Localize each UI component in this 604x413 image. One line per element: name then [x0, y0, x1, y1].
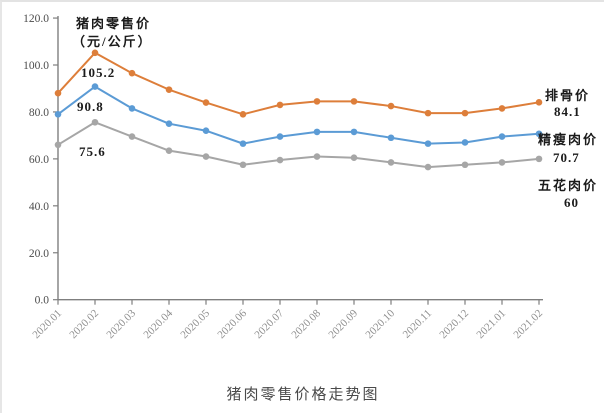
data-point [424, 140, 432, 147]
data-point [387, 134, 395, 142]
data-point [498, 159, 506, 166]
series-label-ribs: 排骨价 [545, 88, 591, 103]
data-point [313, 98, 321, 105]
x-tick-label: 2020.08 [289, 307, 323, 341]
x-tick-label: 2020.01 [30, 307, 64, 341]
data-point [91, 118, 99, 126]
data-point [54, 89, 62, 97]
series-label-lean-meat: 精瘦肉价 [538, 132, 599, 147]
data-point [424, 163, 432, 171]
data-point [239, 110, 247, 118]
data-point [202, 127, 210, 135]
x-tick-label: 2020.12 [437, 307, 471, 341]
series-line-2 [57, 121, 540, 169]
y-tick-label: 80.0 [29, 107, 49, 119]
data-point [128, 133, 136, 140]
y-tick-label: 0.0 [35, 295, 50, 307]
data-point [276, 133, 284, 140]
data-point [91, 49, 99, 57]
end-value-pork-belly: 60 [564, 195, 579, 210]
data-point [239, 161, 247, 169]
data-point [276, 101, 284, 109]
data-point [387, 102, 395, 110]
data-point [461, 161, 469, 169]
x-tick-label: 2020.04 [141, 307, 175, 341]
data-point [350, 98, 358, 105]
data-point [535, 99, 543, 106]
x-tick-label: 2020.05 [178, 307, 212, 341]
data-point [350, 154, 358, 162]
data-point [54, 110, 62, 118]
data-point [239, 140, 247, 147]
data-point [313, 153, 321, 160]
data-point [387, 159, 395, 166]
peak-label-lean-meat: 90.8 [77, 99, 104, 114]
data-point [313, 128, 321, 136]
series-line-1 [57, 85, 540, 145]
end-value-lean-meat: 70.7 [553, 150, 580, 165]
y-tick-label: 20.0 [29, 248, 49, 260]
y-tick-label: 100.0 [23, 60, 49, 72]
series-line-0 [57, 51, 540, 116]
data-point [54, 141, 62, 149]
x-tick-label: 2021.02 [511, 307, 545, 341]
x-tick-label: 2020.03 [104, 307, 138, 341]
data-point [165, 120, 173, 127]
data-point [498, 105, 506, 112]
series-label-pork-belly: 五花肉价 [538, 178, 599, 193]
x-tick-label: 2020.02 [67, 307, 101, 341]
data-point [165, 147, 173, 154]
data-point [165, 86, 173, 93]
chart-caption: 猪肉零售价格走势图 [226, 386, 380, 403]
data-point [202, 99, 210, 106]
data-point [461, 139, 469, 146]
peak-label-ribs: 105.2 [81, 65, 116, 80]
data-point [461, 109, 469, 117]
peak-label-pork-belly: 75.6 [79, 144, 106, 159]
end-value-ribs: 84.1 [554, 104, 581, 119]
data-point [424, 109, 432, 117]
x-tick-label: 2020.11 [401, 307, 434, 340]
x-tick-label: 2020.09 [326, 307, 360, 341]
x-tick-label: 2020.07 [252, 307, 286, 341]
data-point [535, 155, 543, 163]
data-point [128, 105, 136, 112]
data-point [350, 128, 358, 136]
data-point [498, 133, 506, 140]
x-tick-label: 2021.01 [474, 307, 508, 341]
x-tick-label: 2020.06 [215, 307, 249, 341]
data-point [128, 69, 136, 77]
y-tick-label: 120.0 [23, 13, 49, 25]
x-tick-label: 2020.10 [363, 307, 397, 341]
data-point [91, 83, 99, 90]
chart-inner-title: 猪肉零售价 [76, 16, 152, 31]
data-point [276, 156, 284, 164]
y-tick-label: 60.0 [29, 154, 49, 166]
chart-unit-label: （元/公斤） [72, 34, 153, 49]
data-point [202, 153, 210, 160]
data-point [535, 130, 543, 138]
y-tick-label: 40.0 [29, 201, 49, 213]
